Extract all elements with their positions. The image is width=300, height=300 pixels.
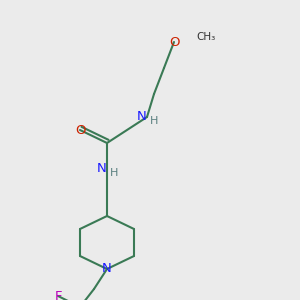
Text: H: H [110, 168, 118, 178]
Text: O: O [169, 35, 179, 49]
Text: O: O [75, 124, 85, 136]
Text: H: H [150, 116, 158, 126]
Text: F: F [54, 290, 62, 300]
Text: N: N [102, 262, 112, 275]
Text: N: N [97, 161, 107, 175]
Text: CH₃: CH₃ [196, 32, 215, 42]
Text: N: N [137, 110, 147, 124]
